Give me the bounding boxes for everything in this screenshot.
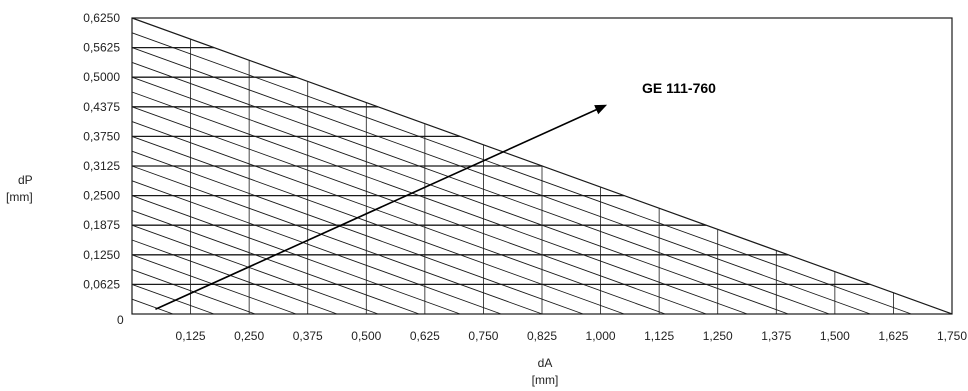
diagonal-line <box>131 209 420 315</box>
x-tick-label: 1,250 <box>703 329 733 343</box>
y-tick-label: 0,5000 <box>83 70 120 84</box>
x-tick-label: 0,750 <box>468 329 498 343</box>
y-tick-label: 0,1875 <box>83 218 120 232</box>
x-tick-label: 0,500 <box>351 329 381 343</box>
x-tick-label: 1,750 <box>937 329 967 343</box>
x-tick-label: 0,125 <box>176 329 206 343</box>
x-tick-label: 0,375 <box>293 329 323 343</box>
x-axis-label: dA <box>538 356 553 370</box>
diagonal-line <box>131 91 748 315</box>
x-tick-label: 0,625 <box>410 329 440 343</box>
diagonal-line <box>131 224 379 315</box>
diagonal-lines <box>131 17 953 315</box>
diagonal-line <box>131 298 174 315</box>
y-tick-label: 0,0625 <box>83 277 120 291</box>
y-tick-label: 0,3750 <box>83 129 120 143</box>
y-tick-label: 0,6250 <box>83 11 120 25</box>
diagonal-line <box>131 239 338 315</box>
tick-labels: 0,125 0,250 0,375 0,500 0,625 0,750 0,825 1,000… <box>83 11 967 343</box>
diagonal-line <box>131 150 584 315</box>
x-tick-label: 0,825 <box>527 329 557 343</box>
y-tick-label: 0,5625 <box>83 41 120 55</box>
diagonal-line <box>131 195 461 315</box>
diagonal-line <box>131 283 215 315</box>
y-tick-label: 0,3125 <box>83 159 120 173</box>
diagonal-line <box>131 32 912 315</box>
diagonal-line <box>131 165 543 315</box>
x-tick-label: 1,375 <box>761 329 791 343</box>
diagonal-line <box>131 17 953 315</box>
diagonal-line <box>131 254 297 315</box>
y-tick-label: 0,2500 <box>83 189 120 203</box>
y-tick-label: 0,4375 <box>83 100 120 114</box>
origin-label: 0 <box>117 313 124 327</box>
diagonal-line <box>131 121 666 315</box>
x-axis-unit: [mm] <box>532 373 559 387</box>
y-tick-label: 0,1250 <box>83 248 120 262</box>
y-axis-label: dP <box>18 173 33 187</box>
x-tick-label: 1,500 <box>820 329 850 343</box>
diagonal-line <box>131 106 707 315</box>
x-tick-label: 1,125 <box>644 329 674 343</box>
diagonal-line <box>131 135 625 315</box>
diagonal-line <box>131 47 871 315</box>
x-tick-label: 1,000 <box>586 329 616 343</box>
grid <box>132 39 953 314</box>
diagonal-line <box>131 61 830 315</box>
diagonal-line <box>131 180 502 315</box>
x-tick-label: 1,625 <box>878 329 908 343</box>
annotation-arrow <box>155 104 608 310</box>
diagonal-line <box>131 76 789 315</box>
annotation-label: GE 111-760 <box>642 80 716 96</box>
y-axis-unit: [mm] <box>6 190 33 204</box>
x-tick-label: 0,250 <box>234 329 264 343</box>
